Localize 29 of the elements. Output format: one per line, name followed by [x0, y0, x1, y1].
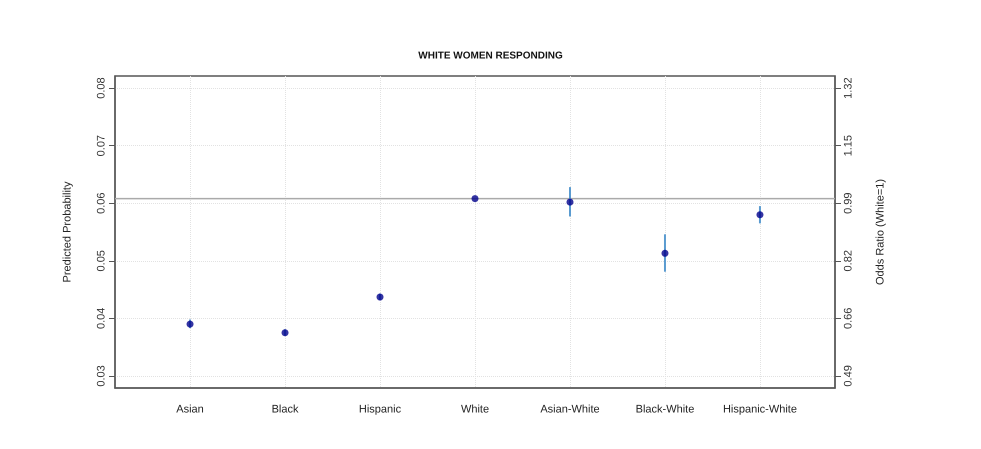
- point: [661, 250, 668, 257]
- y2-axis-title: Odds Ratio (White=1): [874, 178, 886, 286]
- point: [566, 198, 574, 206]
- y-tick-label: 0.08: [96, 77, 108, 99]
- point: [186, 320, 194, 328]
- y2-tick-label: 1.32: [842, 77, 854, 99]
- x-tick-label: Asian-White: [540, 404, 600, 416]
- chart-title: WHITE WOMEN RESPONDING: [418, 50, 563, 62]
- y-tick-label: 0.07: [96, 134, 108, 156]
- point: [756, 211, 764, 218]
- y2-tick-label: 0.49: [842, 365, 854, 387]
- y2-tick-label: 0.99: [842, 192, 854, 214]
- x-tick-label: Black-White: [636, 404, 694, 416]
- y-tick-label: 0.06: [96, 192, 108, 214]
- x-tick-label: Black: [272, 404, 299, 416]
- y2-tick-label: 1.15: [842, 134, 854, 156]
- y2-tick-label: 0.66: [842, 308, 854, 330]
- x-tick-label: Hispanic-White: [722, 404, 797, 416]
- x-tick-label: Asian: [176, 404, 204, 416]
- y-axis-title: Predicted Probability: [62, 181, 74, 282]
- y-tick-label: 0.04: [96, 308, 108, 330]
- point: [282, 329, 289, 336]
- point: [376, 294, 384, 301]
- y-tick-label: 0.05: [96, 250, 108, 272]
- x-tick-label: White: [460, 404, 490, 416]
- y2-tick-label: 0.82: [842, 250, 854, 272]
- x-tick-label: Hispanic: [358, 404, 402, 416]
- y-tick-label: 0.03: [96, 365, 108, 387]
- point: [472, 195, 478, 202]
